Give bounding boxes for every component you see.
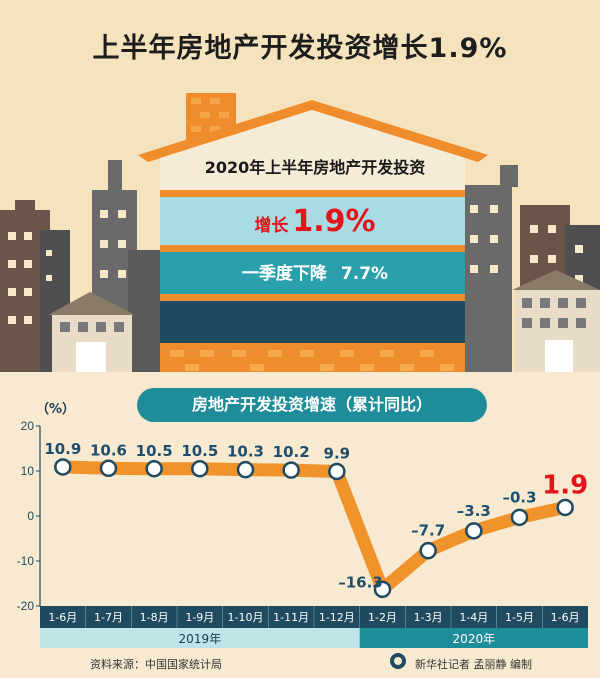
growth-row: 增长 1.9% — [175, 204, 455, 239]
x-tick-label: 1-7月 — [94, 611, 123, 624]
growth-label: 增长 — [254, 216, 289, 236]
house-title: 2020年上半年房地产开发投资 — [204, 158, 426, 177]
data-point — [419, 541, 437, 560]
data-label: 10.6 — [90, 441, 127, 459]
x-tick-label: 1-4月 — [459, 611, 488, 624]
left-windows — [8, 210, 126, 324]
data-label: 10.3 — [227, 443, 264, 461]
data-label: 9.9 — [324, 444, 351, 462]
right-small-house — [512, 270, 600, 375]
line-plot: 20 10 0 -10 -20 1-6月 1-7月 1-8月 1-9月 1-10月 1-11月 1-1… — [17, 419, 588, 648]
data-point — [556, 498, 574, 517]
xinhua-logo-icon — [390, 653, 406, 669]
growth-value: 1.9% — [292, 204, 376, 239]
data-point — [510, 508, 529, 527]
data-point — [99, 459, 118, 478]
x-tick-label: 1-2月 — [368, 611, 397, 624]
data-label: –3.3 — [457, 502, 491, 520]
x-tick-label: 1-11月 — [273, 611, 309, 624]
x-tick-label: 1-6月 — [551, 611, 580, 624]
year-label: 2020年 — [453, 632, 496, 646]
x-tick-label: 1-5月 — [505, 611, 534, 624]
data-point — [145, 460, 163, 478]
x-tick-label: 1-6月 — [48, 611, 77, 624]
year-label: 2019年 — [179, 632, 222, 646]
credit-note: 新华社记者 孟丽静 编制 — [415, 658, 532, 671]
y-tick-label: 20 — [21, 419, 35, 433]
data-point — [328, 462, 346, 481]
x-tick-label: 1-8月 — [140, 611, 169, 624]
headline: 上半年房地产开发投资增长1.9% — [92, 33, 508, 64]
data-label: 10.2 — [273, 443, 310, 461]
y-tick-label: -20 — [17, 599, 35, 613]
left-small-house — [48, 292, 135, 375]
data-label: 10.5 — [181, 442, 218, 460]
chart-subtitle: 房地产开发投资增速（累计同比） — [191, 395, 432, 414]
data-point — [191, 460, 209, 478]
subtitle-pill — [137, 388, 487, 422]
q1-value: 7.7% — [340, 264, 389, 284]
y-unit-label: （%） — [36, 402, 76, 417]
data-point — [373, 580, 392, 599]
right-windows — [470, 205, 583, 283]
source-note: 资料来源：中国国家统计局 — [90, 658, 222, 671]
y-tick-label: -10 — [17, 554, 35, 568]
data-label: 10.5 — [136, 442, 173, 460]
x-tick-label: 1-12月 — [319, 611, 355, 624]
x-tick-label: 1-3月 — [414, 611, 443, 624]
data-point — [282, 461, 300, 479]
x-tick-label: 1-10月 — [228, 611, 264, 624]
data-label: –16.3 — [338, 573, 383, 591]
data-label: –0.3 — [502, 488, 536, 506]
x-tick-label: 1-9月 — [185, 611, 214, 624]
q1-label: 一季度下降 — [241, 264, 327, 284]
y-tick-label: 0 — [27, 509, 34, 523]
data-label: –7.7 — [411, 522, 445, 540]
year-band — [359, 628, 588, 648]
year-band — [40, 628, 360, 648]
y-tick-label: 10 — [21, 464, 35, 478]
data-point — [465, 522, 483, 540]
data-label: 10.9 — [44, 440, 81, 458]
data-point — [54, 458, 72, 476]
data-point — [236, 460, 255, 479]
data-label: 1.9 — [542, 470, 588, 500]
q1-row: 一季度下降 7.7% — [175, 259, 455, 284]
